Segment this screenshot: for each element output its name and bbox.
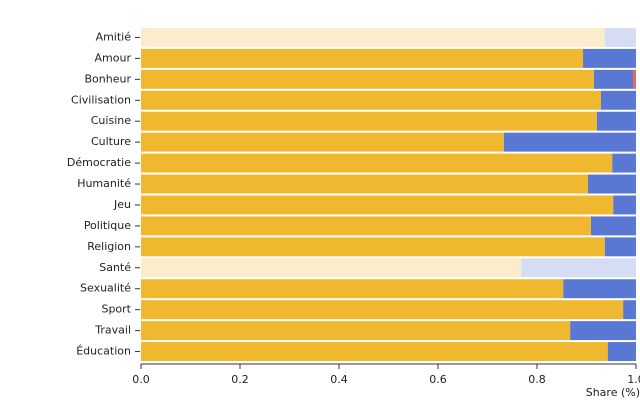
x-tick-label: 0.6 — [429, 373, 447, 386]
bar-segment — [141, 195, 614, 215]
bar-segment — [141, 237, 605, 257]
y-tick-label: Travail — [94, 324, 131, 337]
y-tick-label: Politique — [84, 219, 131, 232]
bar-segment — [521, 258, 636, 278]
bar-segment — [141, 216, 591, 236]
bar-segment — [141, 258, 522, 278]
bar-segment — [604, 28, 636, 47]
y-tick-label: Civilisation — [71, 93, 131, 106]
bar-segment — [612, 153, 636, 173]
bar-segment — [141, 174, 588, 194]
y-tick-label: Cuisine — [91, 114, 131, 127]
bar-segment — [503, 132, 636, 152]
bar-segment — [141, 48, 584, 68]
bar-segment — [141, 69, 594, 89]
bar-segment — [563, 279, 636, 299]
y-tick-label: Sport — [101, 303, 131, 316]
bar-segment — [600, 90, 636, 110]
y-tick-label: Éducation — [76, 345, 131, 358]
bar-segment — [570, 321, 636, 341]
bar-segment — [141, 153, 613, 173]
bar-segment — [587, 174, 636, 194]
bar-segment — [141, 279, 564, 299]
x-tick-label: 0.2 — [231, 373, 249, 386]
bar-segment — [613, 195, 636, 215]
bar-segment — [623, 300, 636, 320]
bar-segment — [141, 111, 597, 131]
bar-segment — [141, 300, 624, 320]
x-tick-label: 0.4 — [330, 373, 348, 386]
x-tick-label: 1.0 — [627, 373, 640, 386]
y-tick-label: Bonheur — [85, 72, 132, 85]
bar-segment — [141, 132, 504, 152]
x-tick-label: 0.8 — [528, 373, 546, 386]
bar-segment — [593, 69, 634, 89]
y-tick-label: Amour — [95, 51, 132, 64]
bar-segment — [596, 111, 636, 131]
bar-segment — [141, 28, 605, 47]
bar-segment — [590, 216, 636, 236]
y-tick-label: Santé — [99, 261, 131, 274]
y-tick-label: Amitié — [96, 30, 132, 43]
x-axis-label: Share (%) — [586, 386, 640, 399]
y-tick-label: Démocratie — [67, 156, 131, 169]
bar-segment — [583, 48, 636, 68]
y-tick-label: Culture — [91, 135, 131, 148]
bar-segment — [633, 69, 636, 89]
y-tick-label: Religion — [87, 240, 131, 253]
y-tick-label: Jeu — [113, 198, 131, 211]
y-tick-label: Humanité — [77, 177, 131, 190]
bar-segment — [141, 90, 601, 110]
bar-segment — [607, 342, 636, 361]
bar-segment — [604, 237, 636, 257]
x-tick-label: 0.0 — [132, 373, 150, 386]
bar-segment — [141, 321, 571, 341]
bar-segment — [141, 342, 608, 361]
y-tick-label: Sexualité — [80, 282, 131, 295]
